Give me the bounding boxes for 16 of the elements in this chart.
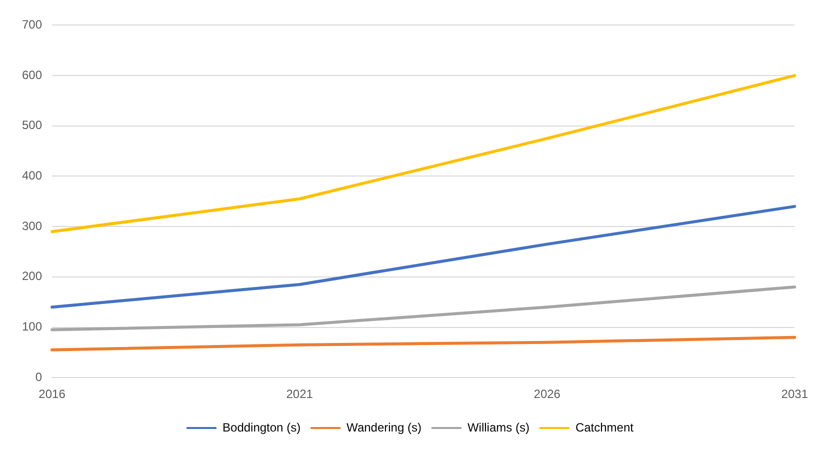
y-tick-label: 700: [22, 18, 42, 32]
legend-label: Boddington (s): [222, 420, 301, 434]
legend-label: Williams (s): [467, 420, 530, 434]
x-tick-label: 2026: [534, 387, 561, 402]
x-tick-label: 2016: [38, 387, 66, 402]
y-tick-label: 100: [22, 320, 42, 334]
y-tick-label: 300: [22, 218, 42, 233]
y-tick-label: 500: [22, 118, 42, 132]
y-tick-label: 400: [22, 168, 42, 183]
y-tick-label: 600: [22, 68, 42, 82]
legend-label: Catchment: [575, 420, 634, 434]
legend-label: Wandering (s): [346, 420, 422, 434]
x-tick-label: 2031: [781, 387, 808, 402]
y-tick-label: 200: [22, 269, 42, 284]
y-tick-label: 0: [35, 370, 42, 384]
x-tick-label: 2021: [286, 387, 314, 402]
